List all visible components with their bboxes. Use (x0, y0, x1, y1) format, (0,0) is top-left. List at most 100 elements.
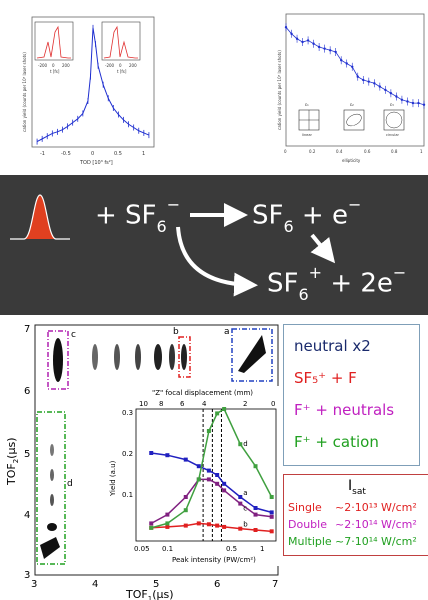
inset-point-d (215, 411, 220, 416)
ellipticity-series (284, 23, 426, 109)
ell-point (334, 50, 337, 54)
tod-xtick: 0.5 (114, 151, 122, 157)
ell-point (422, 103, 426, 106)
inset-point-b (183, 523, 188, 528)
inset-point-b (222, 524, 227, 529)
isat-title: Isat (348, 478, 366, 497)
inset-point-a (215, 473, 220, 477)
tod-inset-tick: 0 (119, 63, 122, 68)
tod-inset-tick: 200 (62, 63, 70, 68)
ell-xtick: 0 (284, 149, 287, 154)
ell-point (306, 39, 310, 42)
ell-xtick: 0.8 (391, 149, 398, 154)
inset-point-d (222, 407, 227, 411)
ell-point (345, 62, 348, 65)
inset-top-tick: 10 (139, 400, 148, 408)
tod-xtick: -1 (40, 151, 45, 157)
tof-ytick: 3 (24, 570, 30, 581)
panel-label: ε₁ (305, 102, 309, 107)
ell-point (362, 78, 365, 82)
ell-point (317, 45, 321, 49)
ell-xtick: 1 (420, 149, 423, 154)
inset-curve-label-b: b (243, 521, 248, 529)
reactant: + SF6− (95, 195, 181, 236)
inset-point-d (149, 525, 154, 530)
tof-ytick: 6 (24, 386, 30, 397)
inset-point-b (215, 523, 220, 528)
inset-top-tick: 6 (180, 400, 185, 408)
ell-point (351, 65, 354, 68)
inset-ytick: 0.2 (122, 450, 133, 458)
tof-ytick: 4 (24, 510, 30, 521)
ell-point (290, 32, 293, 35)
inset-point-c (253, 512, 258, 517)
tof-xlabel: TOF1(μs) (125, 588, 174, 600)
tod-xtick: -0.5 (61, 151, 71, 157)
ell-point (373, 82, 376, 85)
tof-xtick: 7 (272, 579, 278, 590)
inset-point-d (253, 464, 258, 469)
ell-xlabel: ellipticity (342, 158, 361, 163)
box-d (36, 411, 66, 565)
inset-point-c (165, 512, 170, 517)
tod-inset-right: -200 0 200 t [fs] (101, 21, 141, 74)
box-label-c: c (71, 330, 76, 340)
inset-point-c (183, 495, 188, 499)
box-a (231, 328, 273, 382)
box-b (178, 336, 191, 378)
box-label-a: a (224, 327, 230, 337)
isat-double-value: ~2·10¹⁴ W/cm² (335, 518, 417, 531)
legend-f-cation: F⁺ + cation (294, 433, 379, 451)
tof-xtick: 4 (92, 579, 98, 590)
inset-curve-label-c: c (243, 505, 247, 513)
panel-sub: linear (302, 133, 312, 137)
inset-xlabel: Peak intensity (PW/cm²) (172, 556, 256, 564)
tod-plot-frame (31, 16, 155, 148)
tof-ylabel: TOF2(μs) (5, 438, 20, 487)
inset-line-b (151, 522, 272, 533)
channel-legend: neutral x2 SF₅⁺ + F F⁺ + neutrals F⁺ + c… (283, 324, 420, 466)
panel-label: ε₂ (350, 102, 354, 107)
polarization-panels: ε₁ ε₂ ε₃ linear circular (298, 102, 405, 137)
tod-plot: -200 0 200 t [fs] -200 0 200 t [fs] -1 -… (22, 16, 155, 166)
tod-xtick: 0 (91, 151, 94, 157)
inset-point-d (183, 508, 188, 513)
inset-series: d acb (149, 407, 274, 541)
tod-inset-xlabel: t [fs] (50, 69, 60, 74)
inset-point-c (149, 521, 154, 526)
inset-point-b (196, 521, 201, 526)
legend-f-neutrals: F⁺ + neutrals (294, 401, 395, 419)
box-c (47, 330, 69, 390)
pulse-icon (10, 194, 70, 240)
tof-xtick: 6 (214, 579, 220, 590)
inset-point-a (149, 451, 154, 455)
inset-point-d (238, 442, 243, 447)
inset-point-c (269, 514, 274, 519)
tod-inset-tick: -200 (105, 63, 115, 68)
inset-point-a (206, 468, 211, 473)
ell-xtick: 0.6 (364, 149, 371, 154)
tod-inset-tick: 200 (129, 63, 137, 68)
inset-xtick: 0.5 (226, 545, 237, 553)
tof-ytick: 5 (24, 449, 30, 460)
ell-point (389, 92, 393, 95)
inset-point-b (206, 522, 211, 527)
ell-point (406, 100, 409, 103)
inset-point-a (269, 510, 274, 515)
inset-point-c (222, 488, 227, 493)
inset-point-b (165, 524, 170, 529)
inset-ylabel: Yield (a.u) (109, 460, 117, 497)
inset-point-a (238, 495, 243, 499)
ell-xtick: 0.2 (309, 149, 316, 154)
inset-top-tick: 0 (271, 400, 275, 408)
tof-ytick: 7 (24, 324, 30, 335)
inset-point-b (269, 529, 274, 534)
inset-point-d (269, 495, 274, 499)
inset-top-tick: 8 (159, 400, 163, 408)
ell-point (295, 37, 299, 40)
inset-point-d (196, 477, 201, 482)
ell-line (285, 26, 425, 106)
ell-point (378, 85, 382, 88)
ell-point (400, 98, 404, 102)
product-2: SF6+ + 2e− (267, 263, 407, 304)
